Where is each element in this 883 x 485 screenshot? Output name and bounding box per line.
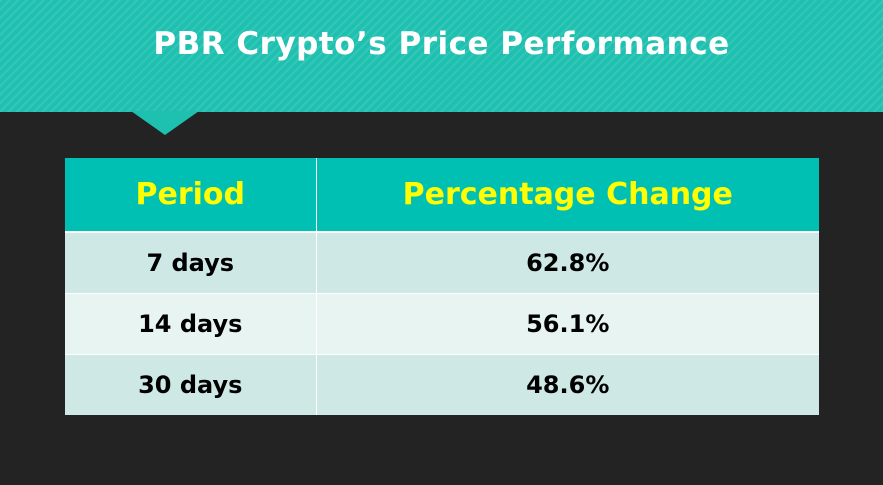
banner-pointer <box>131 111 199 135</box>
page-title: PBR Crypto’s Price Performance <box>153 26 730 62</box>
table-row: 14 days 56.1% <box>65 293 819 355</box>
cell-percentage-change: 48.6% <box>316 354 819 415</box>
header-period: Period <box>65 158 317 233</box>
cell-period: 30 days <box>65 354 317 415</box>
cell-period: 14 days <box>65 293 317 355</box>
performance-table: Period Percentage Change 7 days 62.8% 14… <box>65 158 819 415</box>
cell-percentage-change: 56.1% <box>316 293 819 355</box>
cell-percentage-change: 62.8% <box>316 231 819 294</box>
table-row: 7 days 62.8% <box>65 231 819 294</box>
header-percentage-change: Percentage Change <box>316 158 819 233</box>
table-row: 30 days 48.6% <box>65 354 819 415</box>
cell-period: 7 days <box>65 231 317 294</box>
table-header-row: Period Percentage Change <box>65 158 819 233</box>
title-banner <box>0 0 883 112</box>
